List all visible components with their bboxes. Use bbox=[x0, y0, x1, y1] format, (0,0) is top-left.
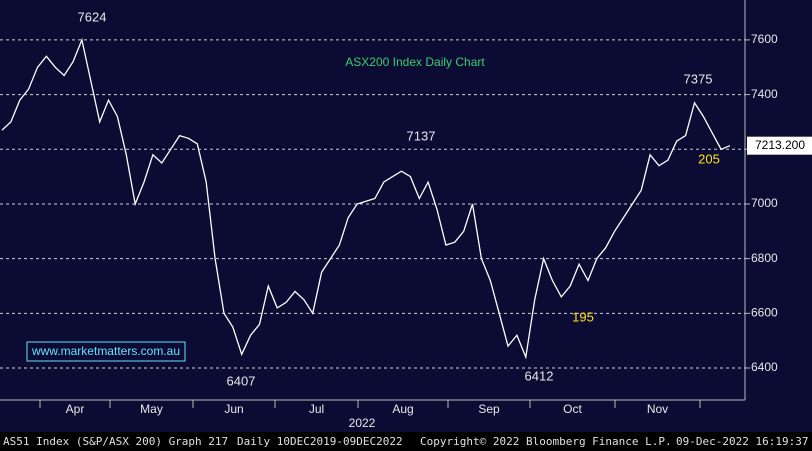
annotation: 7375 bbox=[684, 71, 713, 86]
annotation: 7624 bbox=[78, 9, 107, 24]
x-tick-label: Jun bbox=[224, 402, 243, 416]
annotation: 6412 bbox=[525, 368, 554, 383]
y-tick-label: 6400 bbox=[751, 360, 778, 374]
y-tick-label: 7400 bbox=[751, 87, 778, 101]
price-line bbox=[1, 37, 731, 360]
watermark-box bbox=[26, 341, 186, 362]
x-tick-label: Aug bbox=[392, 402, 413, 416]
background bbox=[0, 0, 812, 432]
annotation: 205 bbox=[698, 151, 720, 166]
x-tick-label: Oct bbox=[563, 402, 582, 416]
price-tag: 7213.200 bbox=[755, 138, 805, 152]
annotation: 195 bbox=[572, 309, 594, 324]
x-tick-label: Sep bbox=[478, 402, 500, 416]
annotation: 6407 bbox=[227, 373, 256, 388]
year-label: 2022 bbox=[349, 416, 376, 430]
footer-text: 09-Dec-2022 16:19:37 bbox=[676, 435, 808, 448]
footer-text: Daily 10DEC2019-09DEC2022 bbox=[237, 435, 403, 448]
footer-text: Copyright© 2022 Bloomberg Finance L.P. bbox=[420, 435, 672, 448]
x-tick-label: May bbox=[140, 402, 163, 416]
y-tick-label: 7600 bbox=[751, 32, 778, 46]
watermark: www.marketmatters.com.au bbox=[31, 344, 180, 358]
y-tick-label: 6800 bbox=[751, 251, 778, 265]
x-tick-label: Jul bbox=[309, 402, 324, 416]
y-tick-label: 7000 bbox=[751, 196, 778, 210]
y-tick-label: 6600 bbox=[751, 306, 778, 320]
price-tag-box bbox=[747, 136, 812, 155]
chart-title: ASX200 Index Daily Chart bbox=[345, 55, 485, 69]
annotation: 7137 bbox=[407, 128, 436, 143]
x-tick-label: Nov bbox=[647, 402, 668, 416]
footer-text: AS51 Index (S&P/ASX 200) Graph 217 bbox=[3, 435, 228, 448]
x-tick-label: Apr bbox=[66, 402, 85, 416]
